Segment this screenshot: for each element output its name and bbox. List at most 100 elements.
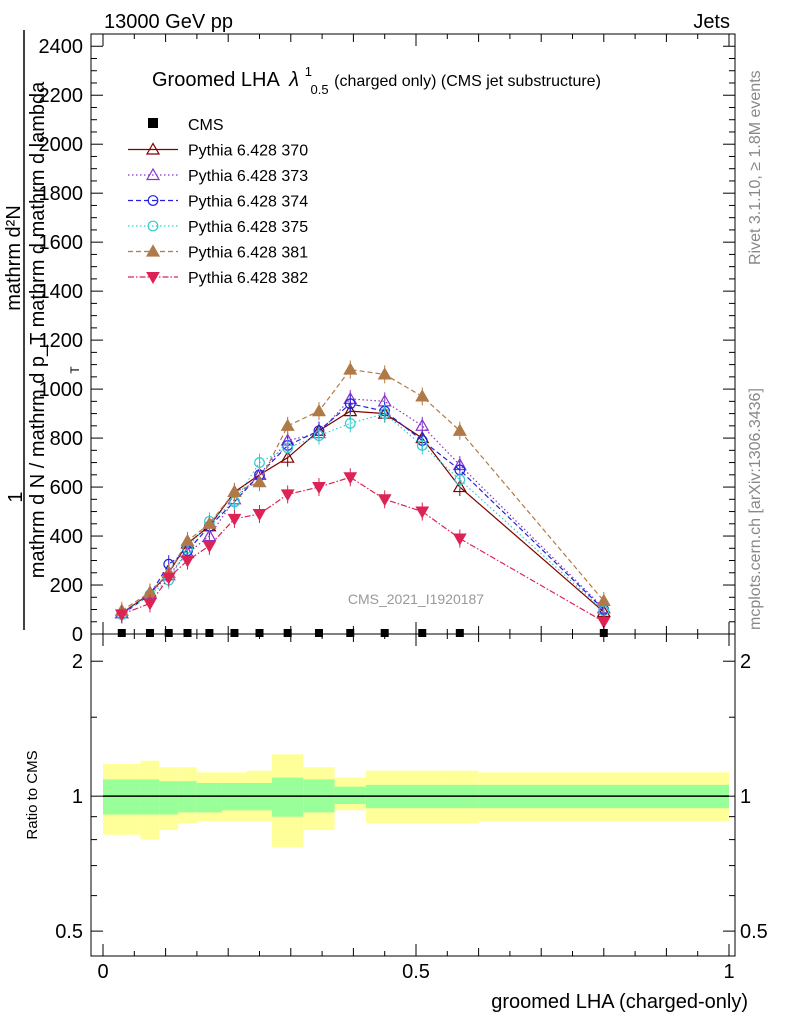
legend-entry-cms: CMS [148, 117, 224, 134]
series-point [143, 598, 157, 611]
legend-cms-marker [148, 118, 158, 128]
y-tick-label: 200 [50, 575, 83, 597]
legend-label: CMS [188, 117, 224, 134]
y-tick-label: 600 [50, 477, 83, 499]
rivet-label: Rivet 3.1.10, ≥ 1.8M events [747, 70, 764, 265]
cms-point [230, 629, 239, 637]
category-label: Jets [693, 11, 730, 33]
series-point [415, 506, 430, 519]
axes-group: 0200400600800100012001400160018002000220… [39, 34, 768, 983]
series-point [252, 474, 267, 488]
x-tick-label: 0.5 [402, 961, 430, 983]
ratio-inner-band-bin [334, 786, 366, 805]
y-tick-label: 400 [50, 526, 83, 548]
series-point [344, 398, 356, 410]
legend-entry-5: Pythia 6.428 381 [128, 244, 308, 262]
legend-entry-3: Pythia 6.428 374 [128, 194, 308, 211]
legend-marker [145, 167, 161, 181]
cms-point [164, 629, 173, 637]
cms-point [314, 629, 323, 637]
cms-point [418, 629, 427, 637]
legend-label: Pythia 6.428 374 [188, 194, 308, 211]
series-point [596, 593, 611, 607]
series-line [121, 410, 605, 614]
ratio-inner-band-bin [159, 781, 179, 815]
series-line [121, 412, 605, 615]
series-point [180, 555, 195, 568]
legend-label: Pythia 6.428 382 [188, 270, 308, 287]
y-tick-label: 1200 [39, 330, 84, 352]
series-3 [116, 394, 610, 624]
series-line [121, 403, 605, 615]
series-point [379, 408, 391, 419]
cms-data-points [116, 629, 609, 637]
y-axis-label-top: 1 [5, 491, 27, 502]
cms-point [183, 629, 192, 637]
series-6 [114, 468, 611, 631]
y-tick-label: 1400 [39, 281, 84, 303]
series-point [280, 489, 295, 502]
y-tick-label: 2200 [39, 85, 84, 107]
series-point [227, 484, 242, 498]
series-point [180, 533, 195, 547]
cms-point [205, 629, 214, 637]
legend-marker [145, 244, 161, 257]
series-line [121, 398, 605, 614]
ratio-inner-band-bin [140, 779, 160, 815]
x-axis-label: groomed LHA (charged-only) [491, 991, 748, 1013]
y-tick-label: 1600 [39, 232, 84, 254]
series-point [202, 540, 217, 553]
mcplots-label: mcplots.cern.ch [arXiv:1306.3436] [747, 388, 764, 630]
ratio-y-tick-label: 1 [72, 786, 83, 808]
legend: CMS Pythia 6.428 370 Pythia 6.428 373 Pythi… [128, 117, 308, 287]
series-point [161, 572, 176, 585]
legend-entry-2: Pythia 6.428 373 [128, 167, 308, 185]
series-point [343, 362, 358, 375]
watermark-label: CMS_2021_I1920187 [348, 591, 484, 607]
series-2 [114, 389, 611, 623]
ratio-y-tick-label: 2 [72, 651, 83, 673]
legend-entry-6: Pythia 6.428 382 [128, 270, 308, 287]
series-point [202, 516, 217, 529]
legend-marker [146, 272, 160, 285]
legend-label: Pythia 6.428 373 [188, 168, 308, 185]
series-1 [114, 402, 611, 623]
series-point [280, 418, 295, 431]
series-point [452, 533, 467, 546]
x-tick-label: 0 [97, 961, 108, 983]
series-line [121, 368, 605, 612]
series-point [227, 513, 242, 526]
legend-marker [145, 142, 161, 155]
cms-point [283, 629, 292, 637]
ratio-y-tick-label-right: 2 [740, 651, 751, 673]
series-point [415, 389, 430, 402]
cms-point [455, 629, 464, 637]
series-point [344, 417, 356, 429]
series-point [280, 450, 295, 463]
chart-title: Groomed LHA λ 1 0.5 (charged only) (CMS … [152, 59, 601, 99]
legend-marker [147, 195, 159, 206]
series-point [454, 474, 466, 486]
x-tick-label: 1 [723, 961, 734, 983]
main-series-group [114, 360, 611, 631]
series-point [114, 609, 129, 622]
y-tick-label: 2000 [39, 134, 84, 156]
y-axis-label-T: T [68, 366, 82, 374]
cms-point [117, 629, 126, 637]
y-tick-label: 1000 [39, 379, 84, 401]
series-point [377, 494, 392, 507]
legend-entry-1: Pythia 6.428 370 [128, 142, 308, 160]
y-axis-label-numerator: mathrm d²N [3, 205, 25, 311]
legend-label: Pythia 6.428 370 [188, 143, 308, 160]
ratio-inner-band-bin [196, 782, 222, 813]
legend-marker [147, 220, 159, 232]
y-tick-label: 800 [50, 428, 83, 450]
series-point [452, 423, 467, 436]
cms-point [145, 629, 154, 637]
legend-label: Pythia 6.428 375 [188, 219, 308, 236]
series-point [311, 403, 327, 417]
ratio-y-tick-label-right: 0.5 [740, 921, 768, 943]
y-tick-label: 1800 [39, 183, 84, 205]
series-point [254, 457, 265, 468]
